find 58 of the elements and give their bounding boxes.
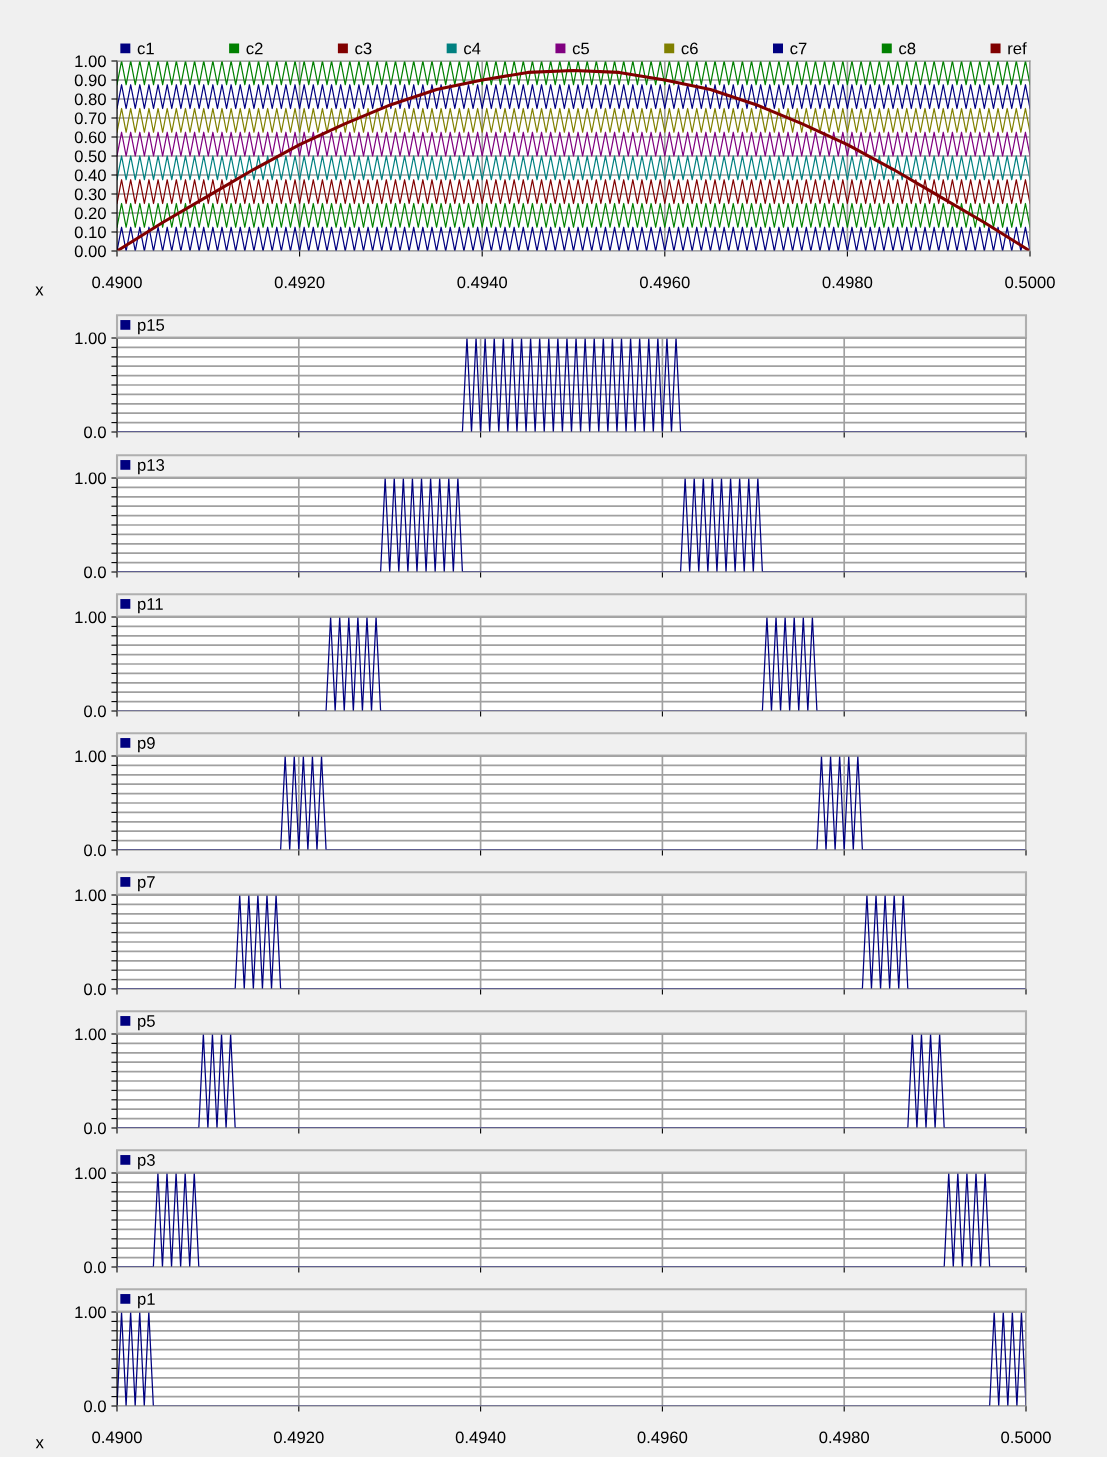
y-tick-label: 0.0 [84, 983, 106, 996]
y-tick-label: 0.80 [74, 93, 106, 106]
legend-label: p5 [138, 1015, 155, 1031]
legend-label: c5 [572, 42, 590, 55]
y-tick-label: 0.00 [74, 245, 106, 258]
y-tick-label: 1.00 [75, 889, 106, 902]
y-tick-label: 0.90 [74, 74, 106, 87]
x-axis-title: x [35, 286, 44, 296]
legend-label: p1 [138, 1293, 155, 1309]
x-tick-label: 0.4960 [637, 1431, 688, 1444]
y-tick-label: 0.30 [74, 188, 106, 201]
y-tick-label: 0.0 [84, 566, 106, 579]
legend-label: p15 [138, 319, 165, 335]
legend-label: c6 [681, 42, 698, 55]
y-tick-label: 1.00 [75, 750, 106, 763]
y-tick-label: 0.50 [74, 150, 106, 163]
legend-label: p13 [138, 459, 165, 475]
y-tick-label: 0.0 [84, 1122, 106, 1135]
legend-label: p7 [138, 876, 155, 892]
x-tick-label: 0.4940 [455, 1431, 506, 1444]
x-tick-label: 0.4920 [274, 276, 325, 289]
legend-label: c2 [246, 42, 263, 55]
y-tick-label: 0.60 [74, 131, 106, 144]
legend-label: c7 [790, 42, 807, 55]
y-tick-label: 0.0 [84, 844, 106, 857]
legend-label: c1 [137, 42, 154, 55]
x-axis-title: x [35, 1439, 44, 1449]
x-tick-label: 0.4900 [92, 1431, 142, 1444]
x-tick-label: 0.4940 [457, 276, 508, 289]
legend-label: ref [1008, 42, 1027, 55]
legend-label: p11 [138, 598, 163, 614]
y-tick-label: 0.10 [74, 226, 106, 239]
legend-label: p9 [138, 737, 155, 753]
x-tick-label: 0.4980 [819, 1431, 870, 1444]
x-tick-label: 0.5000 [1005, 276, 1055, 289]
y-tick-label: 1.00 [75, 472, 106, 485]
y-tick-label: 1.00 [75, 1306, 106, 1319]
y-tick-label: 1.00 [75, 1028, 106, 1041]
y-tick-label: 0.20 [74, 207, 106, 220]
x-tick-label: 0.5000 [1001, 1431, 1051, 1444]
y-tick-label: 0.0 [84, 1261, 106, 1274]
y-tick-label: 1.00 [75, 1167, 106, 1180]
legend-label: c8 [899, 42, 916, 55]
legend-label: c3 [355, 42, 372, 55]
y-tick-label: 0.40 [74, 169, 106, 182]
y-tick-label: 0.70 [74, 112, 106, 125]
legend-label: c4 [464, 42, 481, 55]
legend-label: p3 [138, 1154, 155, 1170]
y-tick-label: 1.00 [75, 611, 106, 624]
y-tick-label: 0.0 [84, 426, 106, 439]
y-tick-label: 0.0 [84, 705, 106, 718]
y-tick-label: 1.00 [75, 332, 106, 345]
y-tick-label: 1.00 [75, 55, 106, 68]
y-tick-label: 0.0 [84, 1400, 106, 1413]
x-tick-label: 0.4900 [92, 276, 142, 289]
x-tick-label: 0.4980 [822, 276, 873, 289]
x-tick-label: 0.4960 [639, 276, 690, 289]
x-tick-label: 0.4920 [273, 1431, 324, 1444]
